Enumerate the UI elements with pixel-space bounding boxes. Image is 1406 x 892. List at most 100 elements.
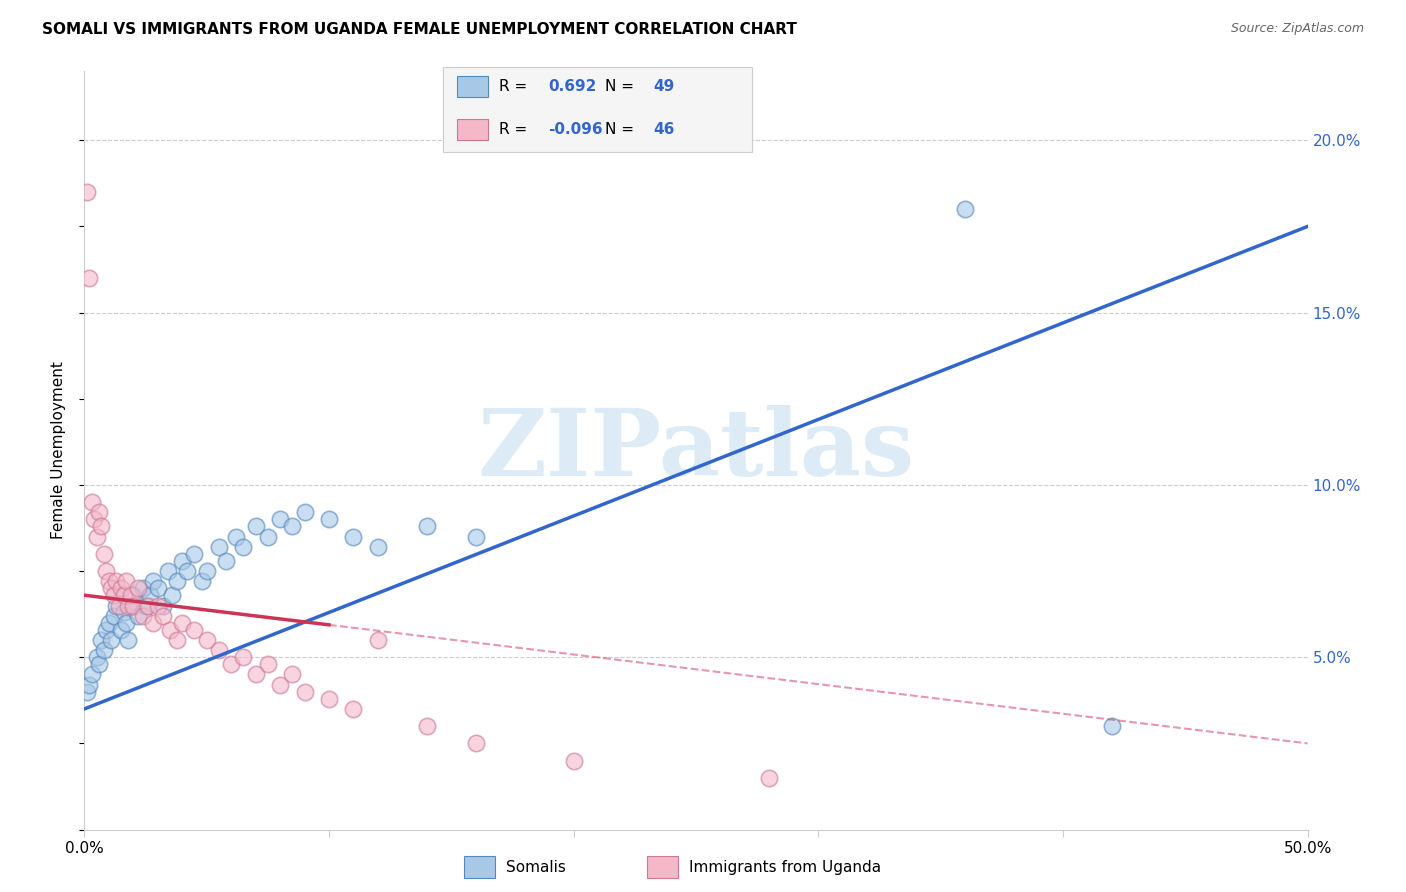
Text: 49: 49 — [654, 79, 675, 94]
Point — [367, 540, 389, 554]
Point — [162, 588, 184, 602]
Point — [294, 506, 316, 520]
Point — [103, 608, 125, 623]
Point — [195, 633, 218, 648]
Point — [342, 702, 364, 716]
Point — [120, 599, 142, 613]
Point — [159, 623, 181, 637]
Point — [219, 657, 242, 672]
Point — [146, 582, 169, 596]
Point — [139, 588, 162, 602]
Point — [142, 615, 165, 630]
Point — [96, 564, 118, 578]
Point — [110, 582, 132, 596]
Point — [172, 615, 194, 630]
Point — [87, 657, 110, 672]
Point — [127, 608, 149, 623]
Point — [183, 547, 205, 561]
Point — [122, 588, 145, 602]
Point — [257, 657, 280, 672]
Point — [76, 684, 98, 698]
Point — [232, 540, 254, 554]
Point — [100, 633, 122, 648]
Text: Immigrants from Uganda: Immigrants from Uganda — [689, 860, 882, 874]
Text: -0.096: -0.096 — [548, 122, 603, 136]
Point — [136, 599, 159, 613]
Point — [294, 684, 316, 698]
Point — [208, 540, 231, 554]
Point — [77, 271, 100, 285]
Point — [97, 574, 120, 589]
Point — [100, 582, 122, 596]
Point — [225, 530, 247, 544]
Point — [105, 599, 128, 613]
Point — [76, 185, 98, 199]
Point — [183, 623, 205, 637]
Point — [245, 667, 267, 681]
Point — [257, 530, 280, 544]
Point — [97, 615, 120, 630]
Point — [83, 512, 105, 526]
Point — [93, 547, 115, 561]
Point — [132, 582, 155, 596]
Point — [86, 530, 108, 544]
Point — [176, 564, 198, 578]
Point — [172, 554, 194, 568]
Text: Source: ZipAtlas.com: Source: ZipAtlas.com — [1230, 22, 1364, 36]
Point — [90, 519, 112, 533]
Point — [342, 530, 364, 544]
Point — [464, 736, 486, 750]
Point — [758, 771, 780, 785]
Point — [464, 530, 486, 544]
Point — [122, 599, 145, 613]
Point — [562, 754, 585, 768]
Point — [87, 506, 110, 520]
Point — [195, 564, 218, 578]
Text: R =: R = — [499, 79, 527, 94]
Text: ZIPatlas: ZIPatlas — [478, 406, 914, 495]
Point — [80, 495, 103, 509]
Point — [80, 667, 103, 681]
Point — [215, 554, 238, 568]
Point — [90, 633, 112, 648]
Point — [142, 574, 165, 589]
Point — [152, 608, 174, 623]
Point — [86, 650, 108, 665]
Point — [245, 519, 267, 533]
Point — [281, 519, 304, 533]
Point — [166, 633, 188, 648]
Text: N =: N = — [605, 79, 634, 94]
Point — [115, 574, 138, 589]
Point — [135, 599, 157, 613]
Text: 0.692: 0.692 — [548, 79, 596, 94]
Point — [103, 588, 125, 602]
Point — [105, 574, 128, 589]
Text: R =: R = — [499, 122, 527, 136]
Point — [110, 623, 132, 637]
Point — [156, 564, 179, 578]
Point — [115, 615, 138, 630]
Point — [416, 519, 439, 533]
Point — [367, 633, 389, 648]
Point — [208, 643, 231, 657]
Point — [1101, 719, 1123, 733]
Point — [191, 574, 214, 589]
Text: N =: N = — [605, 122, 634, 136]
Text: 46: 46 — [654, 122, 675, 136]
Point — [318, 512, 340, 526]
Point — [281, 667, 304, 681]
Point — [132, 608, 155, 623]
Point — [166, 574, 188, 589]
Point — [117, 599, 139, 613]
Point — [117, 633, 139, 648]
Y-axis label: Female Unemployment: Female Unemployment — [51, 361, 66, 540]
Point — [93, 643, 115, 657]
Point — [269, 512, 291, 526]
Point — [416, 719, 439, 733]
Point — [96, 623, 118, 637]
Point — [318, 691, 340, 706]
Point — [120, 588, 142, 602]
Point — [232, 650, 254, 665]
Text: SOMALI VS IMMIGRANTS FROM UGANDA FEMALE UNEMPLOYMENT CORRELATION CHART: SOMALI VS IMMIGRANTS FROM UGANDA FEMALE … — [42, 22, 797, 37]
Point — [953, 202, 976, 217]
